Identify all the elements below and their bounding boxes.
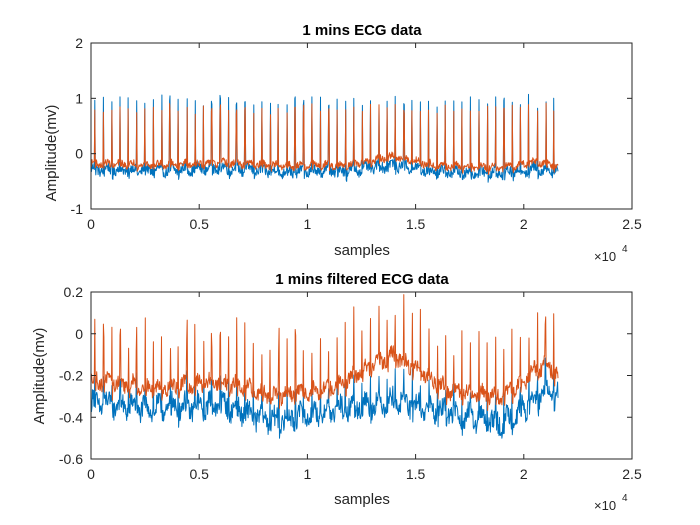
- x-tick-label: 2.5: [622, 216, 642, 232]
- bottom-x-exponent-power: 4: [622, 493, 628, 504]
- top-y-axis-label: Amplitude(mv): [43, 105, 60, 202]
- top-series-2-line: [91, 102, 559, 176]
- bottom-series-2-line: [91, 294, 559, 411]
- top-series-1-line: [91, 93, 559, 183]
- top-series-group: [91, 93, 559, 183]
- bottom-series-group: [91, 294, 559, 439]
- x-tick-label: 1: [304, 466, 312, 482]
- x-tick-label: 1.5: [406, 466, 426, 482]
- top-axes: 1 mins ECG data Amplitude(mv) samples ×1…: [43, 22, 642, 264]
- top-axes-box: [90, 42, 633, 210]
- y-tick-label: -0.4: [59, 409, 83, 425]
- y-tick-label: 0: [75, 146, 83, 162]
- bottom-x-exponent-base: ×10: [594, 498, 616, 513]
- bottom-series-1-line: [91, 357, 559, 439]
- x-tick-label: 0: [87, 466, 95, 482]
- bottom-axes: 1 mins filtered ECG data Amplitude(mv) s…: [31, 271, 642, 513]
- x-tick-label: 2.5: [622, 466, 642, 482]
- bottom-x-exponent: ×10 4: [594, 493, 628, 513]
- x-tick-label: 2: [520, 466, 528, 482]
- y-tick-label: 0.2: [64, 284, 84, 300]
- top-chart-title: 1 mins ECG data: [302, 22, 422, 39]
- bottom-y-axis-label: Amplitude(mv): [31, 328, 48, 425]
- y-tick-label: -0.6: [59, 451, 83, 467]
- x-tick-label: 1: [304, 216, 312, 232]
- bottom-chart-title: 1 mins filtered ECG data: [275, 271, 449, 288]
- top-x-exponent-base: ×10: [594, 249, 616, 264]
- y-tick-label: 0: [75, 326, 83, 342]
- x-tick-label: 0.5: [189, 216, 209, 232]
- x-tick-label: 0.5: [189, 466, 209, 482]
- x-tick-label: 2: [520, 216, 528, 232]
- top-x-exponent-power: 4: [622, 244, 628, 255]
- x-tick-label: 1.5: [406, 216, 426, 232]
- y-tick-label: 1: [75, 90, 83, 106]
- y-tick-label: 2: [75, 35, 83, 51]
- y-tick-label: -1: [71, 201, 84, 217]
- top-x-axis-label: samples: [334, 242, 390, 259]
- x-tick-label: 0: [87, 216, 95, 232]
- bottom-x-axis-label: samples: [334, 491, 390, 508]
- y-tick-label: -0.2: [59, 368, 83, 384]
- top-x-exponent: ×10 4: [594, 244, 628, 264]
